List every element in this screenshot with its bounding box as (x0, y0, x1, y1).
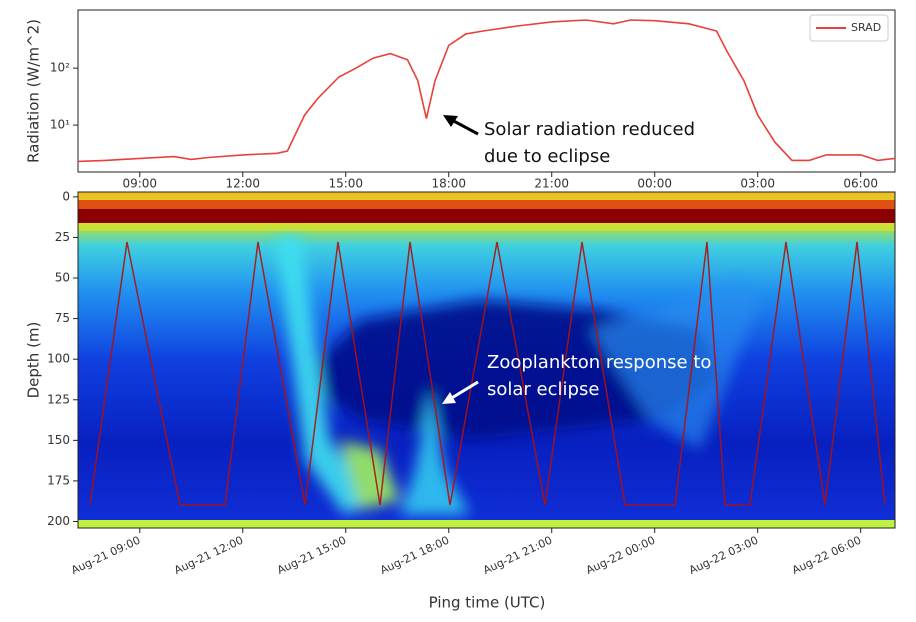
x-tick-label: 00:00 (637, 177, 672, 191)
top-axes (77, 9, 896, 173)
y-tick-label: 125 (47, 392, 70, 406)
x-tick-label: 06:00 (843, 177, 878, 191)
x-tick-label: 21:00 (534, 177, 569, 191)
y-tick-label: 25 (55, 230, 70, 244)
x-tick-label: Aug-22 03:00 (687, 534, 760, 577)
arrow (449, 380, 479, 401)
y-tick-label: 200 (47, 514, 70, 528)
x-tick-label: 18:00 (431, 177, 466, 191)
arrow (449, 117, 479, 136)
x-tick-label: 12:00 (225, 177, 260, 191)
legend (809, 14, 889, 42)
y-tick-label: 100 (47, 352, 70, 366)
arrow-head (442, 392, 456, 404)
top-y-label: Radiation (W/m^2) (25, 19, 43, 163)
arrow-head (443, 115, 458, 127)
annotation: due to eclipse (484, 146, 610, 167)
x-tick-label: 09:00 (122, 177, 157, 191)
x-tick-label: Aug-21 12:00 (172, 534, 245, 577)
y-tick-label: 50 (55, 271, 70, 285)
x-tick-label: Aug-21 21:00 (481, 534, 554, 577)
y-tick-label: 10² (50, 61, 70, 75)
echogram (78, 192, 895, 528)
x-label: Ping time (UTC) (429, 594, 546, 612)
y-tick-label: 75 (55, 311, 70, 325)
x-tick-label: 03:00 (740, 177, 775, 191)
annotation: Zooplankton response to (487, 352, 711, 373)
legend-label: SRAD (851, 21, 881, 34)
radiation-line (77, 19, 896, 163)
x-tick-label: Aug-22 06:00 (790, 534, 863, 577)
y-tick-label: 175 (47, 473, 70, 487)
bottom-axes (77, 191, 896, 529)
x-tick-label: Aug-21 15:00 (275, 534, 348, 577)
y-tick-label: 150 (47, 433, 70, 447)
bottom-y-label: Depth (m) (25, 322, 43, 399)
x-tick-label: Aug-22 00:00 (584, 534, 657, 577)
annotation: Solar radiation reduced (484, 119, 695, 140)
y-tick-label: 0 (62, 189, 70, 203)
annotation: solar eclipse (487, 379, 599, 400)
x-tick-label: Aug-21 09:00 (69, 534, 142, 577)
x-tick-label: Aug-21 18:00 (378, 534, 451, 577)
x-tick-label: 15:00 (328, 177, 363, 191)
y-tick-label: 10¹ (50, 118, 70, 132)
